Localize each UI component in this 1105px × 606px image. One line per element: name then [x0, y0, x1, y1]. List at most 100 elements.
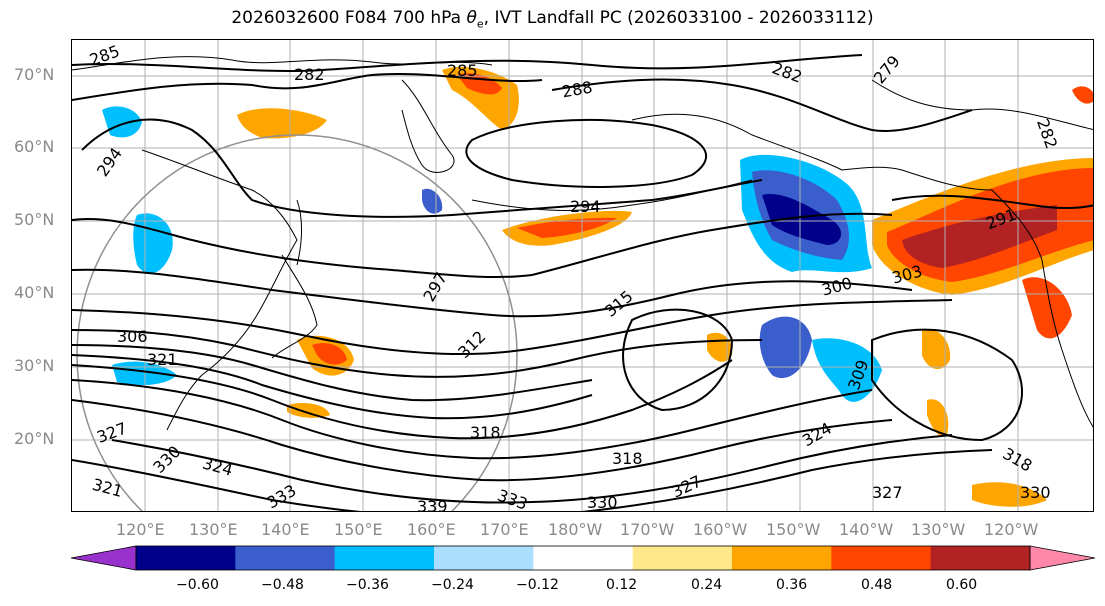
- coast-kamchatka: [401, 79, 455, 173]
- contour-label: 282: [1033, 116, 1061, 151]
- fill-pos-japan-east-core: [312, 343, 347, 365]
- contour-324: [111, 434, 953, 504]
- colorbar-extend-min: [70, 545, 137, 571]
- great-circle-range: [76, 134, 518, 511]
- contour-327: [72, 459, 361, 511]
- contour-label: 330: [1020, 483, 1051, 502]
- fill-pos-sw-corner: [972, 482, 1047, 507]
- fill-pos-mexico: [927, 399, 949, 437]
- lon-label: 180°W: [548, 520, 603, 539]
- coast-japan: [271, 254, 318, 359]
- lon-label: 120°W: [984, 520, 1039, 539]
- contour-loop-east: [622, 308, 734, 412]
- lon-label: 160°E: [407, 520, 456, 539]
- contour-label: 327: [872, 483, 903, 502]
- fill-neg-alaska-core: [762, 194, 842, 245]
- title-theta-symbol: θ: [466, 8, 477, 28]
- lon-label: 130°E: [189, 520, 238, 539]
- contour-label: 339: [417, 497, 448, 512]
- lon-label: 160°W: [693, 520, 748, 539]
- colorbar-segments: [70, 545, 1096, 571]
- contour-309: [72, 344, 593, 402]
- contour-306: [72, 329, 763, 378]
- lat-label: 70°N: [14, 65, 55, 84]
- title-prefix: 2026032600 F084 700 hPa: [231, 8, 467, 28]
- lon-label: 150°E: [334, 520, 383, 539]
- colorbar-outline: [135, 545, 1031, 571]
- colorbar-tick-label: −0.48: [261, 577, 304, 593]
- contour-label: 318: [1000, 444, 1036, 476]
- contour-label: 306: [117, 327, 148, 346]
- colorbar-segment: [930, 546, 1031, 570]
- contour-297: [72, 212, 893, 279]
- lat-label: 50°N: [14, 210, 55, 229]
- contour-300: [72, 268, 913, 318]
- contour-label: 318: [470, 423, 501, 442]
- colorbar-tick-label: −0.12: [516, 577, 559, 593]
- coast-asia-east: [141, 149, 298, 431]
- lat-label: 30°N: [14, 356, 55, 375]
- coast-aleutian: [471, 179, 753, 211]
- lon-label: 170°W: [620, 520, 675, 539]
- colorbar-tick-label: 0.12: [606, 577, 638, 593]
- contour-label: 300: [820, 273, 854, 299]
- colorbar-tick-label: −0.36: [346, 577, 389, 593]
- lon-label: 170°E: [480, 520, 529, 539]
- contour-label: 294: [93, 144, 126, 180]
- map-canvas: 285 282 285 288 282 279 282 294 294 297 …: [72, 40, 1093, 512]
- contour-282: [72, 54, 863, 73]
- colorbar-segment: [632, 546, 733, 570]
- lon-label: 140°W: [839, 520, 894, 539]
- colorbar-segment: [732, 546, 832, 570]
- contour-303: [72, 299, 953, 356]
- colorbar-segment: [136, 546, 236, 570]
- fill-pos-west-coast-south: [1022, 277, 1072, 339]
- contour-315: [72, 359, 733, 440]
- fill-neg-kamchatka: [102, 106, 142, 138]
- contour-label: 315: [601, 287, 637, 321]
- fill-neg-mid-pacific: [759, 316, 812, 379]
- contour-318: [72, 379, 873, 460]
- colorbar-extend-max: [1029, 545, 1096, 571]
- fill-pos-siberia: [237, 108, 327, 139]
- lon-label: 120°E: [116, 520, 165, 539]
- contour-330: [581, 449, 993, 511]
- contour-label: 294: [570, 197, 601, 216]
- map-panel: 285 282 285 288 282 279 282 294 294 297 …: [71, 39, 1094, 512]
- fill-neg-mid-pacific-edge: [812, 338, 882, 402]
- lon-label: 130°W: [911, 520, 966, 539]
- contour-label: 288: [560, 77, 593, 101]
- contour-labels: 285 282 285 288 282 279 282 294 294 297 …: [87, 41, 1061, 512]
- fill-pos-subtropic: [287, 403, 330, 418]
- theta-e-contours: [72, 54, 1093, 511]
- fill-pos-hawaii-ne: [707, 332, 733, 362]
- fill-pos-central-band-core: [517, 217, 617, 238]
- contour-label: 318: [612, 449, 643, 468]
- fill-neg-siberia: [133, 213, 173, 274]
- contour-312: [72, 354, 593, 420]
- colorbar-tick-label: −0.24: [431, 577, 474, 593]
- lat-label: 40°N: [14, 283, 55, 302]
- contour-label: 321: [90, 475, 124, 501]
- colorbar-segment: [235, 546, 336, 570]
- contour-label: 324: [799, 419, 835, 451]
- contour-loop-ne: [871, 328, 1023, 442]
- colorbar-tick-label: −0.60: [176, 577, 219, 593]
- contour-label: 333: [264, 481, 300, 512]
- title-theta-subscript: e: [476, 17, 484, 31]
- colorbar-segment: [831, 546, 932, 570]
- lon-label: 150°W: [766, 520, 821, 539]
- contour-288: [551, 78, 973, 132]
- colorbar-tick-label: 0.36: [776, 577, 808, 593]
- fill-neg-okhotsk: [422, 188, 443, 214]
- fill-pos-canada: [1072, 86, 1093, 104]
- coast-na-canada: [871, 79, 1093, 131]
- colorbar-segment: [533, 546, 634, 570]
- colorbar-tick-label: 0.60: [946, 577, 978, 593]
- contour-label: 282: [769, 58, 804, 86]
- lat-label: 60°N: [14, 137, 55, 156]
- contour-loop-pacific: [465, 119, 707, 188]
- contour-label: 324: [200, 453, 234, 479]
- coast-na-west: [991, 189, 1093, 428]
- contour-321: [72, 399, 893, 482]
